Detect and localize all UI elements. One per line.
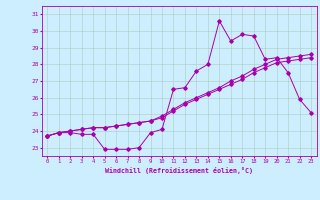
X-axis label: Windchill (Refroidissement éolien,°C): Windchill (Refroidissement éolien,°C): [105, 167, 253, 174]
